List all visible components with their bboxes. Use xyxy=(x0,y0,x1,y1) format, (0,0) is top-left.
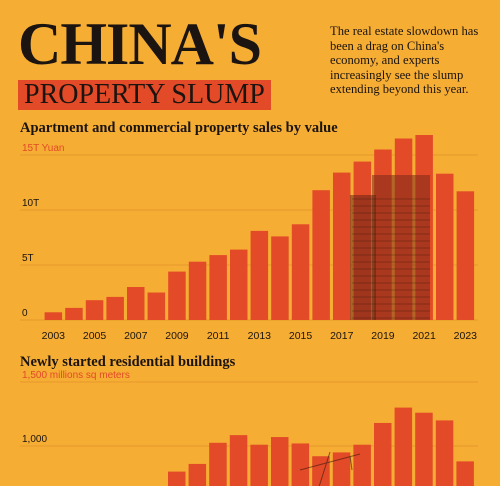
x-tick-label: 2005 xyxy=(83,330,107,342)
x-tick-label: 2019 xyxy=(371,330,395,342)
bar xyxy=(456,461,474,486)
y-tick-label: 10T xyxy=(22,198,39,209)
x-tick-label: 2007 xyxy=(124,330,148,342)
bar xyxy=(209,442,227,486)
x-tick-label: 2003 xyxy=(42,330,66,342)
bar xyxy=(332,452,351,486)
construction-bar-chart: 1,000 1,500 millions sq meters xyxy=(20,370,478,486)
x-tick-label: 2021 xyxy=(412,330,436,342)
intro-text: The real estate slowdown has been a drag… xyxy=(330,24,479,96)
building-illustration xyxy=(350,175,430,320)
bar xyxy=(291,224,310,320)
bar xyxy=(168,471,186,486)
bar xyxy=(291,443,310,486)
bar xyxy=(374,422,392,486)
bar xyxy=(229,435,248,486)
x-tick-label: 2015 xyxy=(289,330,313,342)
bar xyxy=(188,463,207,486)
bar xyxy=(106,296,124,320)
x-tick-label: 2017 xyxy=(330,330,354,342)
bar xyxy=(127,287,145,320)
y-tick-label: 15T Yuan xyxy=(22,143,64,154)
bar xyxy=(250,230,269,320)
y-tick-label: 1,500 millions sq meters xyxy=(22,370,130,381)
y-tick-label: 1,000 xyxy=(22,434,47,445)
bar xyxy=(456,191,475,320)
bar xyxy=(44,312,63,320)
bar xyxy=(394,407,413,486)
page-title: CHINA'S xyxy=(18,11,262,77)
page-subtitle: PROPERTY SLUMP xyxy=(18,80,271,110)
x-tick-label: 2009 xyxy=(165,330,189,342)
bar xyxy=(250,444,268,486)
x-tick-label: 2013 xyxy=(248,330,272,342)
bar xyxy=(209,255,227,320)
sales-chart-title: Apartment and commercial property sales … xyxy=(20,120,338,136)
bar xyxy=(65,307,83,320)
bar xyxy=(230,249,248,320)
x-tick-label: 2011 xyxy=(207,330,230,342)
sales-bar-chart: 0 5T 10T 15T Yuan 2003 2005 2007 2009 2011 2013 20… xyxy=(20,135,478,342)
bar xyxy=(333,172,351,320)
y-tick-label: 5T xyxy=(22,253,34,264)
bar xyxy=(353,444,371,486)
x-tick-label: 2023 xyxy=(454,330,478,342)
bar xyxy=(415,412,433,486)
bar xyxy=(168,271,186,320)
crane-illustration xyxy=(299,451,361,486)
y-tick-label: 0 xyxy=(22,308,28,319)
bar xyxy=(271,236,289,320)
bar xyxy=(271,437,289,486)
bar xyxy=(188,261,207,320)
bar xyxy=(147,292,166,320)
bar xyxy=(85,300,104,320)
bar xyxy=(312,190,330,320)
bar xyxy=(435,420,454,486)
construction-chart-title: Newly started residential buildings xyxy=(20,354,236,370)
bar xyxy=(436,173,454,320)
